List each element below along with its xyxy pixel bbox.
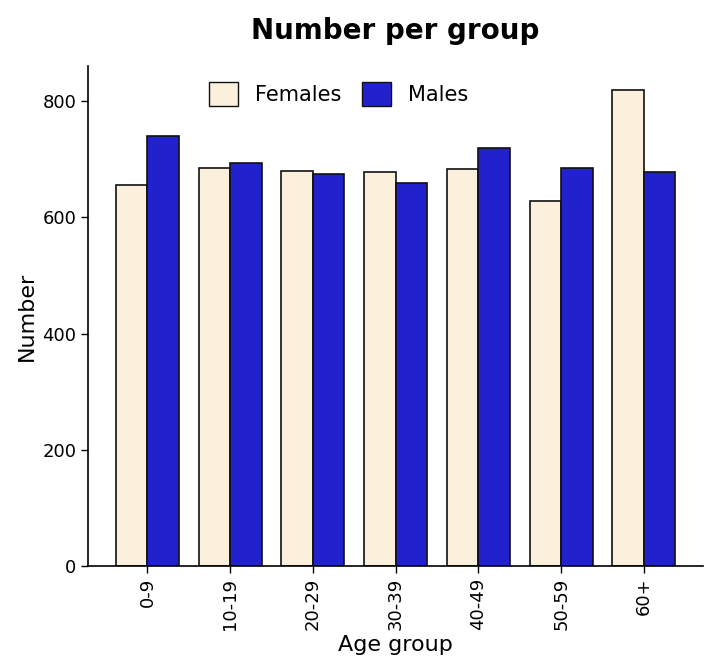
Bar: [530, 201, 561, 566]
Bar: [561, 168, 593, 566]
X-axis label: Age group: Age group: [338, 635, 453, 655]
Bar: [148, 136, 179, 566]
Bar: [396, 183, 427, 566]
Bar: [644, 172, 675, 566]
Title: Number per group: Number per group: [251, 17, 540, 44]
Bar: [313, 174, 344, 566]
Bar: [613, 89, 644, 566]
Bar: [282, 171, 313, 566]
Legend: Females, Males: Females, Males: [210, 82, 468, 106]
Bar: [364, 172, 396, 566]
Bar: [199, 168, 230, 566]
Bar: [447, 169, 478, 566]
Y-axis label: Number: Number: [17, 271, 37, 361]
Bar: [116, 185, 148, 566]
Bar: [478, 148, 510, 566]
Bar: [230, 163, 261, 566]
